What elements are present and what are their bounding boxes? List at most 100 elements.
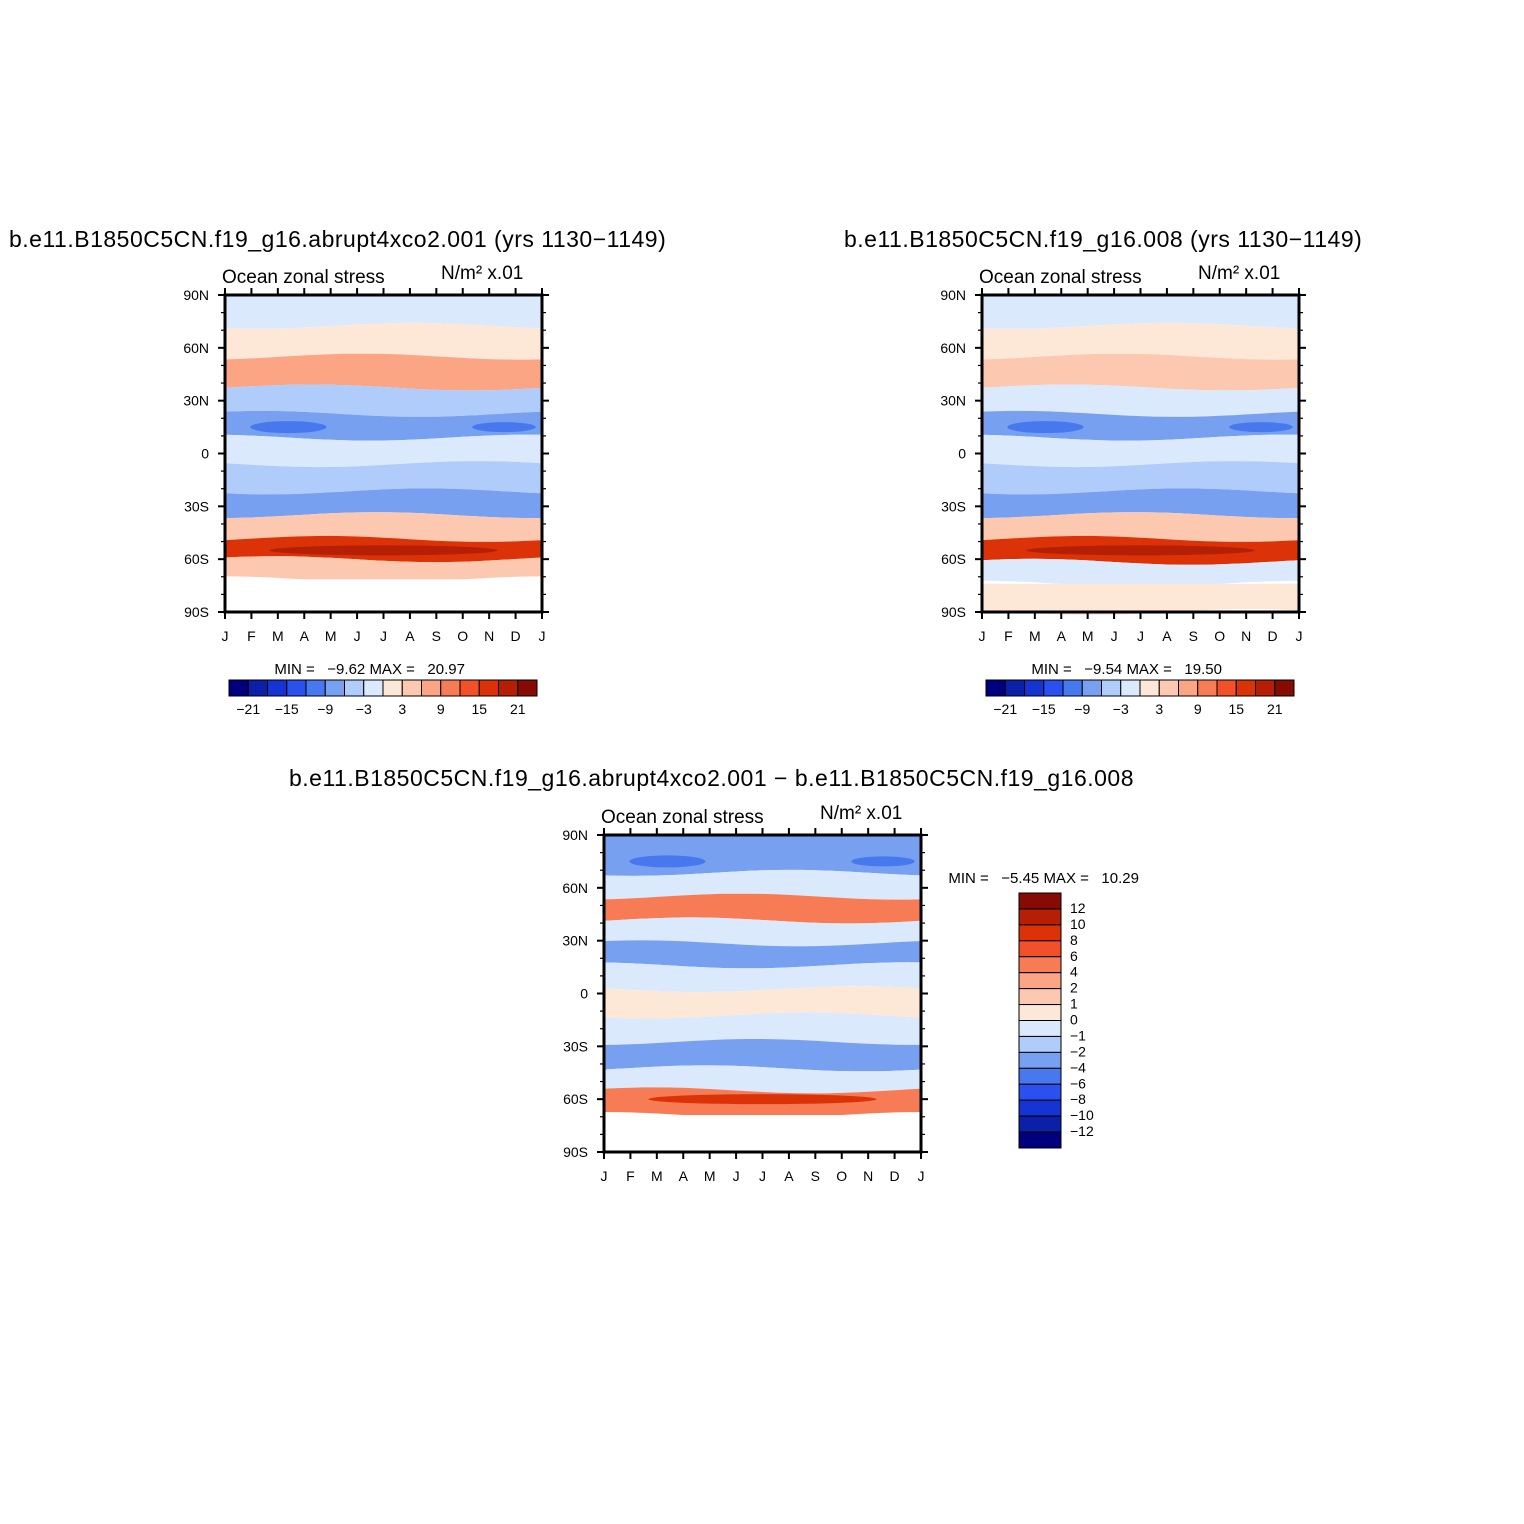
colorbar-swatch xyxy=(286,679,307,697)
y-tick-label: 60N xyxy=(183,340,209,356)
x-tick-label: J xyxy=(733,1168,740,1184)
colorbar-swatch xyxy=(1018,1131,1062,1149)
colorbar-swatch xyxy=(1018,1051,1062,1069)
colorbar-swatch xyxy=(382,679,403,697)
heatmap-core xyxy=(648,1094,877,1105)
colorbar-swatch xyxy=(1018,1067,1062,1085)
heatmap-core-negative xyxy=(629,855,706,868)
colorbar-swatch xyxy=(1235,679,1256,697)
x-tick-label: O xyxy=(457,628,468,644)
colorbar-swatch xyxy=(363,679,384,697)
colorbar-swatch xyxy=(1197,679,1218,697)
y-tick-label: 30S xyxy=(184,498,209,514)
panel3-variable-label: Ocean zonal stress xyxy=(601,807,764,828)
heatmap-band xyxy=(604,1115,921,1155)
colorbar-label: 3 xyxy=(1155,701,1163,717)
panel2-title: b.e11.B1850C5CN.f19_g16.008 (yrs 1130−11… xyxy=(844,226,1363,252)
x-tick-label: J xyxy=(1137,628,1144,644)
heatmap-band xyxy=(225,512,542,542)
y-tick-label: 0 xyxy=(580,986,588,1002)
panel1-max-value: 20.97 xyxy=(427,661,465,678)
colorbar-swatch xyxy=(1018,892,1062,910)
x-tick-label: M xyxy=(1082,628,1094,644)
colorbar-swatch xyxy=(1018,988,1062,1006)
heatmap-band xyxy=(982,384,1299,417)
colorbar-label: −4 xyxy=(1070,1059,1086,1075)
panel1-title: b.e11.B1850C5CN.f19_g16.abrupt4xco2.001 … xyxy=(9,226,667,252)
heatmap-band xyxy=(982,434,1299,468)
colorbar-label: −9 xyxy=(1074,701,1090,717)
colorbar-swatch xyxy=(1018,1035,1062,1053)
x-tick-label: J xyxy=(539,628,546,644)
colorbar-swatch xyxy=(1062,679,1083,697)
colorbar-swatch xyxy=(1139,679,1160,697)
panel3-units-label: N/m² x.01 xyxy=(820,803,903,824)
heatmap-band xyxy=(604,835,921,876)
colorbar-swatch xyxy=(1018,924,1062,942)
x-tick-label: J xyxy=(380,628,387,644)
colorbar-swatch xyxy=(440,679,461,697)
heatmap-band xyxy=(604,893,921,924)
colorbar-swatch xyxy=(1120,679,1141,697)
colorbar-swatch xyxy=(1018,940,1062,958)
colorbar-label: −15 xyxy=(1032,701,1056,717)
colorbar-swatch xyxy=(1018,956,1062,974)
heatmap-core xyxy=(269,545,498,556)
panel3-max-label: MAX = xyxy=(1043,870,1089,887)
x-tick-label: O xyxy=(1214,628,1225,644)
panel1-minmax: MIN = −9.62 MAX = 20.97 xyxy=(266,644,465,678)
colorbar-swatch xyxy=(228,679,249,697)
y-tick-label: 60S xyxy=(184,551,209,567)
colorbar-label: −3 xyxy=(1113,701,1129,717)
x-tick-label: F xyxy=(247,628,256,644)
y-tick-label: 30N xyxy=(183,393,209,409)
colorbar-swatch xyxy=(305,679,326,697)
colorbar-swatch xyxy=(247,679,268,697)
heatmap-band xyxy=(225,295,542,329)
panel2-min-label: MIN = xyxy=(1031,661,1072,678)
heatmap-band xyxy=(982,512,1299,542)
colorbar-swatch xyxy=(985,679,1006,697)
x-tick-label: F xyxy=(626,1168,635,1184)
heatmap-band xyxy=(604,940,921,969)
heatmap-band xyxy=(225,461,542,495)
colorbar-label: 9 xyxy=(1194,701,1202,717)
heatmap-core-negative xyxy=(851,856,915,867)
x-tick-label: A xyxy=(405,628,415,644)
heatmap-band xyxy=(604,1065,921,1094)
y-tick-label: 90S xyxy=(563,1144,588,1160)
colorbar-swatch xyxy=(1024,679,1045,697)
panel2-minmax: MIN = −9.54 MAX = 19.50 xyxy=(1023,644,1222,678)
panel1-units-label: N/m² x.01 xyxy=(441,263,524,284)
x-tick-label: N xyxy=(863,1168,873,1184)
colorbar-label: −21 xyxy=(236,701,260,717)
panel2-max-value: 19.50 xyxy=(1184,661,1222,678)
colorbar-label: −8 xyxy=(1070,1091,1086,1107)
y-tick-label: 0 xyxy=(201,446,209,462)
colorbar-swatch xyxy=(1158,679,1179,697)
panel2-units-label: N/m² x.01 xyxy=(1198,263,1281,284)
x-tick-label: N xyxy=(484,628,494,644)
heatmap-band xyxy=(225,353,542,391)
colorbar-label: −10 xyxy=(1070,1107,1094,1123)
colorbar-label: 3 xyxy=(398,701,406,717)
y-tick-label: 30N xyxy=(940,393,966,409)
colorbar-swatch xyxy=(324,679,345,697)
colorbar-swatch xyxy=(1004,679,1025,697)
colorbar-label: 15 xyxy=(471,701,487,717)
panel1-colorbar: −21 −15 −9 −3 3 9 15 21 xyxy=(228,679,538,717)
y-tick-label: 90N xyxy=(940,287,966,303)
colorbar-label: 21 xyxy=(1267,701,1283,717)
x-tick-label: A xyxy=(679,1168,689,1184)
y-tick-label: 90S xyxy=(941,604,966,620)
panel2-colorbar: −21 −15 −9 −3 3 9 15 21 xyxy=(985,679,1295,717)
colorbar-label: −2 xyxy=(1070,1043,1086,1059)
y-tick-label: 60S xyxy=(941,551,966,567)
y-tick-label: 90N xyxy=(562,827,588,843)
x-tick-label: A xyxy=(300,628,310,644)
x-tick-label: J xyxy=(222,628,229,644)
x-tick-label: M xyxy=(272,628,284,644)
heatmap-band xyxy=(604,986,921,1019)
colorbar-swatch xyxy=(421,679,442,697)
